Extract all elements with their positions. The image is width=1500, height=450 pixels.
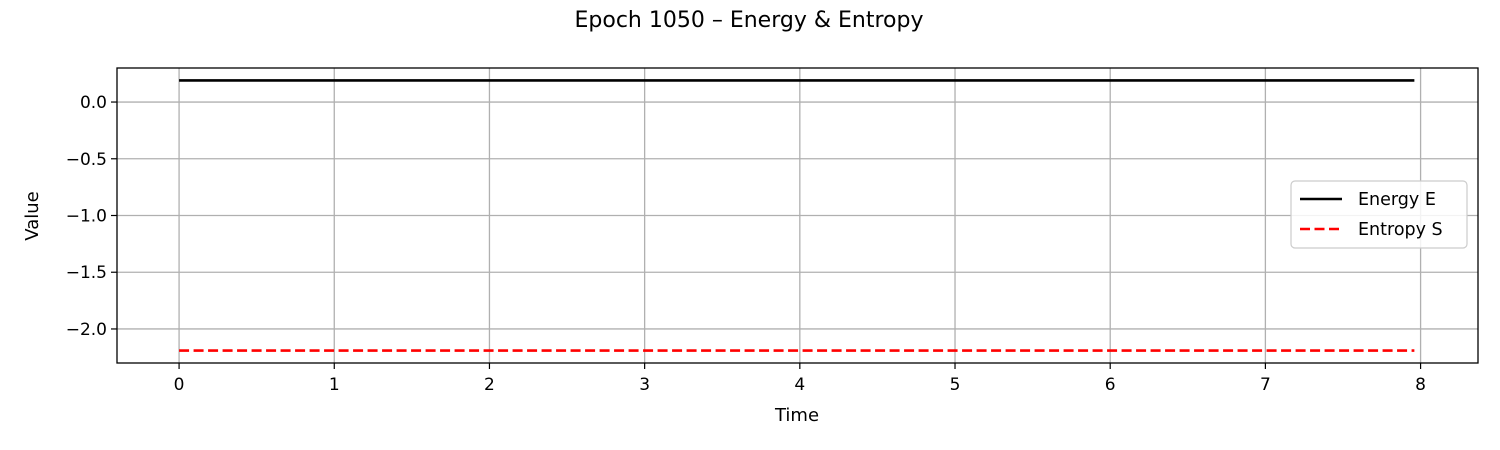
grid [117,68,1478,363]
y-tick-label: −2.0 [66,320,107,340]
legend: Energy E Entropy S [1290,180,1468,249]
y-axis-ticks: 0.0 −0.5 −1.0 −1.5 −2.0 [66,93,117,340]
x-tick-label: 1 [329,375,340,395]
legend-label: Entropy S [1358,220,1443,240]
x-tick-label: 2 [484,375,495,395]
x-tick-label: 0 [174,375,185,395]
x-axis-ticks: 0 1 2 3 4 5 6 7 8 [174,363,1426,395]
y-tick-label: −0.5 [66,150,107,170]
x-tick-label: 6 [1105,375,1116,395]
y-tick-label: −1.5 [66,263,107,283]
x-axis-label: Time [774,405,819,426]
x-tick-label: 7 [1260,375,1271,395]
series-lines [179,79,1415,352]
y-tick-label: −1.0 [66,207,107,227]
x-tick-label: 8 [1415,375,1426,395]
y-tick-label: 0.0 [80,93,107,113]
x-tick-label: 3 [639,375,650,395]
x-tick-label: 5 [950,375,961,395]
x-tick-label: 4 [794,375,805,395]
y-axis-label: Value [22,191,43,240]
legend-label: Energy E [1358,190,1436,210]
chart-title: Epoch 1050 – Energy & Entropy [575,8,924,33]
